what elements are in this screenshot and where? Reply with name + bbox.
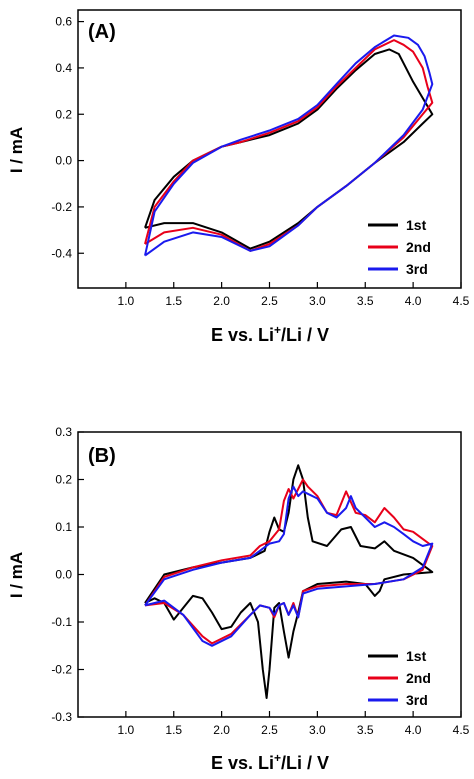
x-tick-label: 4.0 <box>405 294 422 308</box>
legend-label: 1st <box>406 648 427 664</box>
x-axis-label-main: E vs. Li <box>211 753 274 773</box>
y-tick-label: 0.1 <box>55 520 72 534</box>
y-tick-label: -0.3 <box>51 710 72 724</box>
x-tick-label: 3.5 <box>357 294 374 308</box>
legend-label: 3rd <box>406 692 428 708</box>
y-tick-label: 0.2 <box>55 107 72 121</box>
x-tick-label: 1.5 <box>165 723 182 737</box>
panel-label: (B) <box>88 445 116 467</box>
y-tick-label: -0.2 <box>51 663 72 677</box>
panel-a: 1.0 1.5 2.0 2.5 3.0 3.5 4.0 4.5 -0.4 -0.2 0.0 0.2 0.… <box>7 9 470 345</box>
x-tick-label: 3.0 <box>309 294 326 308</box>
x-tick-label: 2.5 <box>261 723 278 737</box>
legend-label: 2nd <box>406 239 431 255</box>
y-tick-label: 0.6 <box>55 15 72 29</box>
legend: 1st 2nd 3rd <box>368 648 431 708</box>
series-line-3rd <box>144 485 434 647</box>
x-tick-label: 1.5 <box>165 294 182 308</box>
x-axis-label-tail: /Li / V <box>281 325 329 345</box>
x-tick-label: 2.0 <box>213 294 230 308</box>
x-tick-label: 2.0 <box>213 723 230 737</box>
x-tick-label: 4.5 <box>453 723 470 737</box>
y-tick-label: -0.4 <box>51 246 72 260</box>
x-axis-label-main: E vs. Li <box>211 325 274 345</box>
y-tick-label: 0.2 <box>55 473 72 487</box>
x-axis-label: E vs. Li+/Li / V <box>211 751 329 773</box>
x-axis-label-tail: /Li / V <box>281 753 329 773</box>
x-tick-label: 1.0 <box>118 294 135 308</box>
panel-label: (A) <box>88 21 116 43</box>
ticks: 1.0 1.5 2.0 2.5 3.0 3.5 4.0 4.5 -0.3 -0.2 -0.1 0.0 0… <box>51 425 469 737</box>
y-tick-label: 0.0 <box>55 154 72 168</box>
y-tick-label: 0.3 <box>55 425 72 439</box>
curves <box>144 34 434 257</box>
x-axis-label-sup: + <box>274 751 281 765</box>
legend-label: 2nd <box>406 670 431 686</box>
series-line-2nd <box>144 39 434 252</box>
x-tick-label: 4.5 <box>453 294 470 308</box>
legend-label: 3rd <box>406 261 428 277</box>
x-tick-label: 3.0 <box>309 723 326 737</box>
y-tick-label: 0.4 <box>55 61 72 75</box>
y-axis-label: I / mA <box>7 552 26 598</box>
legend-label: 1st <box>406 217 427 233</box>
x-axis-label-sup: + <box>274 323 281 337</box>
curves <box>144 464 434 699</box>
x-tick-label: 1.0 <box>118 723 135 737</box>
x-axis-label: E vs. Li+/Li / V <box>211 323 329 345</box>
ticks: 1.0 1.5 2.0 2.5 3.0 3.5 4.0 4.5 -0.4 -0.2 0.0 0.2 0.… <box>51 15 469 308</box>
y-tick-label: -0.2 <box>51 200 72 214</box>
series-line-3rd <box>144 34 434 257</box>
legend: 1st 2nd 3rd <box>368 217 431 277</box>
y-axis-label: I / mA <box>7 127 26 173</box>
x-tick-label: 3.5 <box>357 723 374 737</box>
panel-b: 1.0 1.5 2.0 2.5 3.0 3.5 4.0 4.5 -0.3 -0.2 -0.1 0.0 0… <box>7 425 470 773</box>
x-tick-label: 2.5 <box>261 294 278 308</box>
y-tick-label: 0.0 <box>55 568 72 582</box>
y-tick-label: -0.1 <box>51 615 72 629</box>
x-tick-label: 4.0 <box>405 723 422 737</box>
